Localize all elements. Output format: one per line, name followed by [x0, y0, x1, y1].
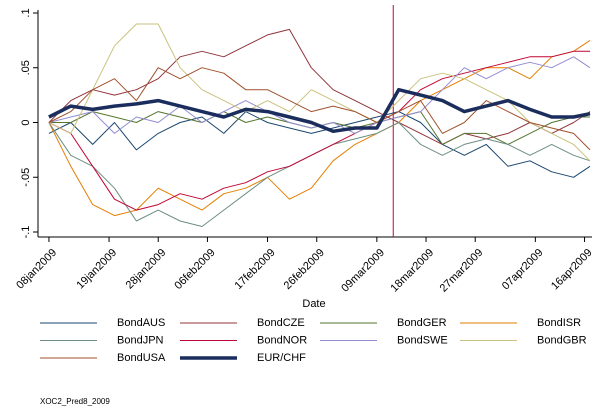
y-tick-label: .1	[20, 8, 32, 17]
series-line	[48, 67, 591, 151]
legend-label: BondCZE	[257, 317, 305, 329]
y-tick-label: 0	[20, 119, 32, 125]
x-tick-label: 28jan2009	[124, 247, 169, 292]
x-tick-label: 07apr2009	[500, 247, 546, 293]
x-tick-label: 18mar2009	[388, 247, 436, 295]
series-line	[48, 111, 591, 178]
x-tick-label: 17feb2009	[233, 247, 278, 292]
series-line	[48, 50, 590, 211]
x-axis-title: Date	[302, 298, 325, 310]
legend-label: BondISR	[537, 317, 581, 329]
series-line	[48, 111, 590, 145]
x-tick-label: 08jan2009	[14, 247, 59, 292]
x-tick-label: 09mar2009	[339, 247, 387, 295]
series-line	[48, 122, 591, 227]
series-line	[48, 39, 591, 217]
legend-label: BondGER	[397, 317, 447, 329]
legend-label: EUR/CHF	[257, 352, 306, 364]
series-line	[48, 28, 591, 145]
legend-label: BondNOR	[257, 334, 307, 346]
x-tick-label: 27mar2009	[438, 247, 486, 295]
legend-label: BondJPN	[117, 334, 164, 346]
x-tick-label: 26feb2009	[282, 247, 327, 292]
y-tick-label: .05	[20, 60, 32, 75]
legend-label: BondUSA	[117, 352, 166, 364]
legend-label: BondGBR	[537, 334, 587, 346]
x-tick-label: 19jan2009	[74, 247, 119, 292]
x-tick-label: 06feb2009	[172, 247, 217, 292]
series-line	[48, 87, 591, 134]
legend-label: BondSWE	[397, 334, 448, 346]
legend-label: BondAUS	[117, 317, 165, 329]
series-line	[48, 23, 591, 162]
y-tick-label: -.1	[20, 226, 32, 239]
y-tick-label: -.05	[20, 168, 32, 187]
note: XOC2_Pred8_2009	[40, 397, 110, 406]
x-tick-label: 16apr2009	[549, 247, 595, 293]
